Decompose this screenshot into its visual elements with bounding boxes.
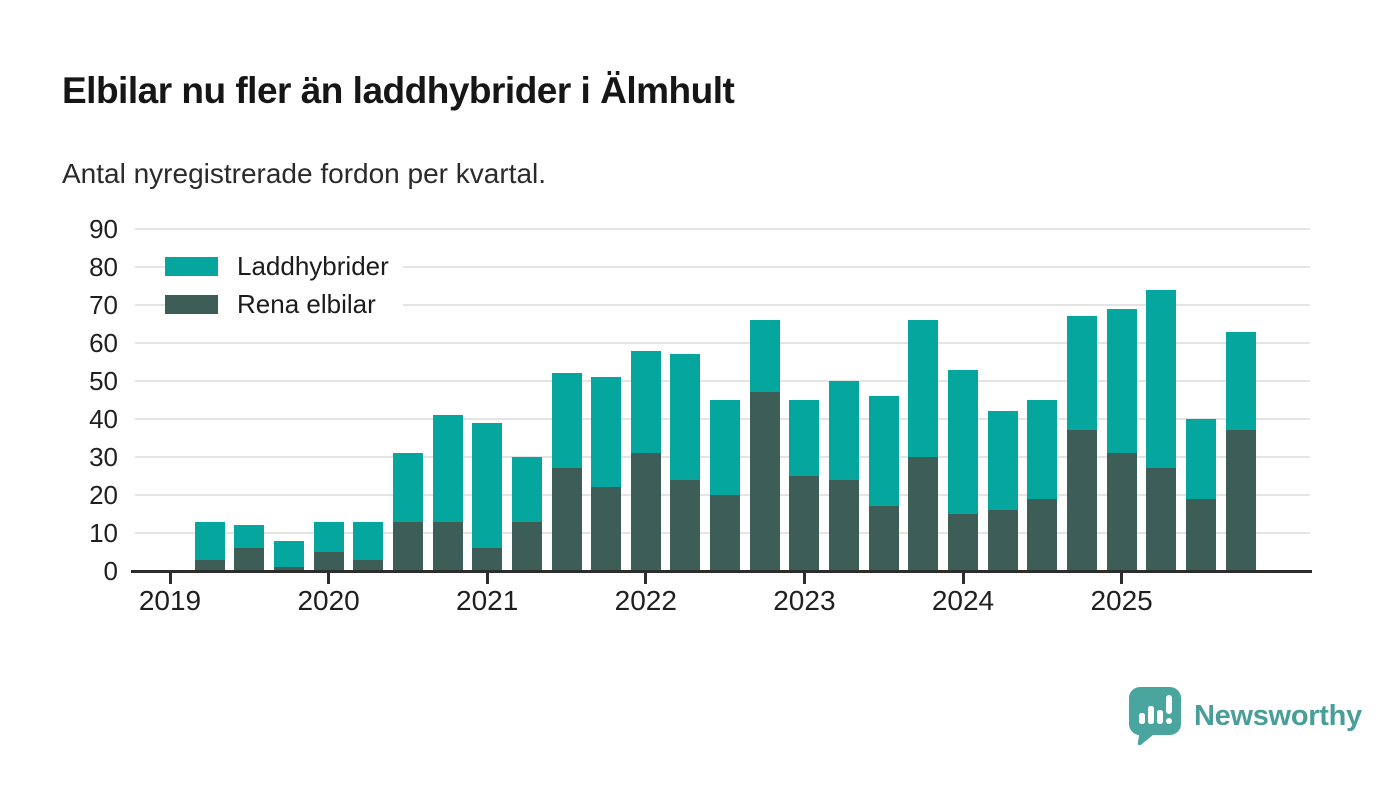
bar-2021-k4-rena-elbilar: [591, 487, 622, 571]
y-tick-label-80: 80: [89, 252, 118, 282]
y-tick-label-0: 0: [103, 556, 118, 586]
x-tick-label-2022: 2022: [614, 585, 677, 616]
bar-2021-k3-laddhybrider: [551, 373, 582, 469]
bar-2025-k2-laddhybrider: [1146, 289, 1177, 469]
bar-2025-k3-laddhybrider: [1185, 419, 1216, 499]
y-tick-label-30: 30: [89, 442, 118, 472]
logo-bubble-shape: [1129, 687, 1181, 746]
legend-label: Laddhybrider: [237, 250, 389, 281]
bar-2023-k2-laddhybrider: [829, 381, 860, 480]
bar-2021-k4-laddhybrider: [591, 377, 622, 488]
y-tick-label-50: 50: [89, 366, 118, 396]
y-tick-label-90: 90: [89, 214, 118, 244]
x-tick-2021: [485, 572, 489, 584]
x-axis-line: [131, 569, 1312, 573]
y-tick-label-70: 70: [89, 290, 118, 320]
x-tick-label-2020: 2020: [297, 585, 360, 616]
x-tick-2024: [961, 572, 965, 584]
x-tick-2023: [802, 572, 806, 584]
bar-2022-k3-rena-elbilar: [710, 495, 741, 571]
x-tick-label-2024: 2024: [931, 585, 995, 616]
bar-2024-k4-laddhybrider: [1066, 316, 1097, 431]
newsworthy-logo-icon: [1129, 687, 1181, 746]
page-title: Elbilar nu fler än laddhybrider i Älmhul…: [62, 70, 735, 111]
bar-2021-k2-rena-elbilar: [511, 521, 542, 571]
bar-2023-k3-laddhybrider: [868, 396, 899, 507]
bar-2022-k4-laddhybrider: [749, 320, 780, 393]
bar-2022-k3-laddhybrider: [710, 400, 741, 495]
bar-2025-k1-rena-elbilar: [1106, 453, 1137, 571]
bar-2025-k4-rena-elbilar: [1225, 430, 1256, 571]
x-tick-2020: [327, 572, 331, 584]
legend-swatch-rena-elbilar: [165, 294, 218, 314]
bar-2025-k2-rena-elbilar: [1146, 468, 1177, 571]
gridline-70: [135, 304, 1310, 306]
bar-2022-k2-rena-elbilar: [670, 479, 701, 571]
x-tick-label-2023: 2023: [773, 585, 836, 616]
bar-2021-k1-rena-elbilar: [472, 548, 503, 571]
bar-2021-k3-rena-elbilar: [551, 468, 582, 571]
bar-2020-k1-laddhybrider: [313, 521, 344, 552]
y-tick-label-20: 20: [89, 480, 118, 510]
bar-2019-k3-rena-elbilar: [234, 548, 265, 571]
y-tick-label-10: 10: [89, 518, 118, 548]
bar-2023-k2-rena-elbilar: [829, 479, 860, 571]
gridline-80: [135, 266, 1310, 268]
bar-2021-k2-laddhybrider: [511, 457, 542, 522]
bar-2024-k4-rena-elbilar: [1066, 430, 1097, 571]
page-subtitle: Antal nyregistrerade fordon per kvartal.: [62, 158, 547, 189]
bar-2025-k3-rena-elbilar: [1185, 498, 1216, 571]
x-tick-label-2025: 2025: [1090, 585, 1153, 616]
bar-2022-k4-rena-elbilar: [749, 392, 780, 571]
chart-legend: Laddhybrider Rena elbilar: [165, 251, 403, 327]
bar-2024-k3-laddhybrider: [1027, 400, 1058, 499]
bar-2024-k1-laddhybrider: [948, 369, 978, 514]
bar-2020-k2-laddhybrider: [353, 521, 384, 560]
bar-2020-k1-rena-elbilar: [313, 552, 344, 571]
bar-2020-k3-laddhybrider: [392, 453, 423, 522]
bar-2023-k4-laddhybrider: [908, 320, 939, 457]
bar-2022-k2-laddhybrider: [670, 354, 701, 480]
brand-name: Newsworthy: [1194, 699, 1362, 732]
bar-2022-k1-laddhybrider: [630, 350, 661, 454]
x-tick-2019: [168, 572, 172, 584]
x-tick-label-2019: 2019: [138, 585, 202, 616]
bar-2020-k4-rena-elbilar: [432, 521, 463, 571]
bar-2019-k2-rena-elbilar: [194, 559, 225, 571]
bar-2023-k1-laddhybrider: [789, 400, 820, 476]
bar-2019-k3-laddhybrider: [234, 525, 265, 549]
x-tick-2025: [1120, 572, 1124, 584]
y-tick-label-60: 60: [89, 328, 118, 358]
gridline-90: [135, 228, 1310, 230]
newsworthy-brand: Newsworthy: [1128, 686, 1362, 746]
bar-2024-k3-rena-elbilar: [1027, 498, 1058, 571]
bar-2023-k1-rena-elbilar: [789, 476, 820, 571]
bar-2022-k1-rena-elbilar: [630, 453, 661, 571]
bar-2023-k4-rena-elbilar: [908, 457, 939, 571]
bar-2023-k3-rena-elbilar: [868, 506, 899, 571]
gridline-50: [135, 380, 1310, 382]
bar-2019-k2-laddhybrider: [194, 521, 225, 560]
bar-2020-k3-rena-elbilar: [392, 521, 423, 571]
bar-2024-k1-rena-elbilar: [948, 514, 978, 571]
bar-2024-k2-laddhybrider: [987, 411, 1018, 511]
bar-2019-k4-laddhybrider: [273, 540, 304, 568]
bar-2025-k1-laddhybrider: [1106, 308, 1137, 454]
bar-2020-k2-rena-elbilar: [353, 559, 384, 571]
x-tick-label-2021: 2021: [456, 585, 519, 616]
bar-2025-k4-laddhybrider: [1225, 331, 1256, 431]
bar-2019-k4-rena-elbilar: [273, 567, 304, 571]
legend-swatch-laddhybrider: [165, 256, 218, 276]
legend-label: Rena elbilar: [237, 288, 376, 319]
legend-item-laddhybrider: Laddhybrider: [165, 251, 403, 281]
bar-2024-k2-rena-elbilar: [987, 510, 1018, 571]
y-tick-label-40: 40: [89, 404, 118, 434]
bar-2020-k4-laddhybrider: [432, 415, 463, 522]
x-tick-2022: [644, 572, 648, 584]
gridline-60: [135, 342, 1310, 344]
legend-item-rena-elbilar: Rena elbilar: [165, 289, 403, 319]
bar-2021-k1-laddhybrider: [472, 422, 503, 549]
